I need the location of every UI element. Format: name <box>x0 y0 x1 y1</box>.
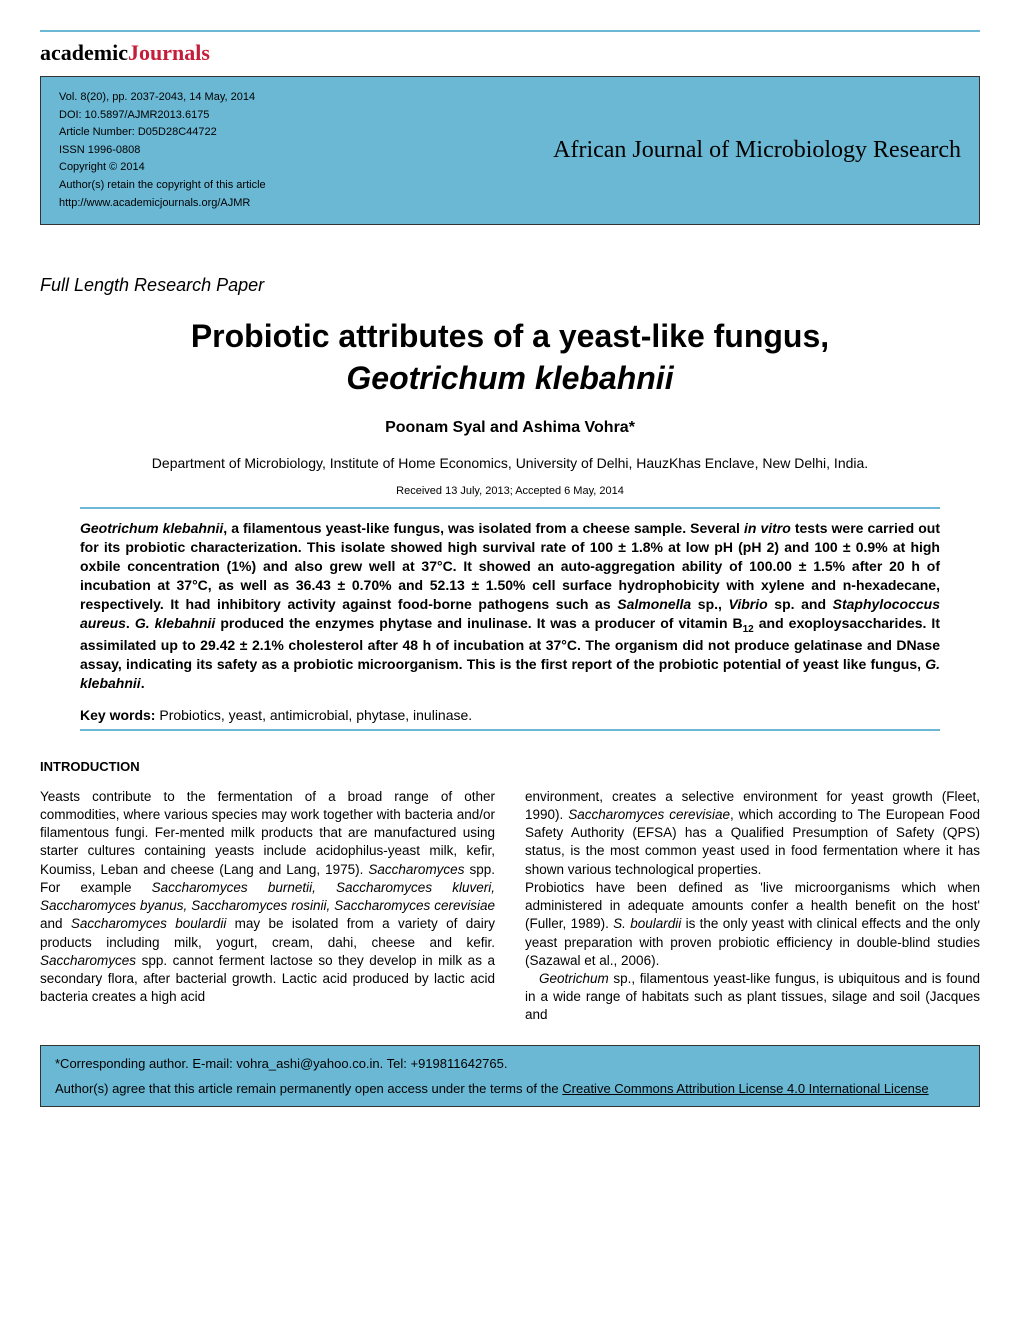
meta-url: http://www.academicjournals.org/AJMR <box>59 195 266 213</box>
logo-suffix: Journals <box>128 40 210 65</box>
meta-doi: DOI: 10.5897/AJMR2013.6175 <box>59 107 266 125</box>
body-text: Geotrichum <box>539 971 609 986</box>
logo-prefix: academic <box>40 40 128 65</box>
body-text: and <box>40 916 71 931</box>
abstract-top-rule <box>80 507 940 509</box>
abstract-text: Salmonella <box>617 596 691 612</box>
body-columns: Yeasts contribute to the fermentation of… <box>40 788 980 1025</box>
body-col-right: environment, creates a selective environ… <box>525 788 980 1025</box>
body-text: S. boulardii <box>613 916 681 931</box>
keywords: Key words: Probiotics, yeast, antimicrob… <box>80 707 940 723</box>
body-text: Saccharomyces <box>40 953 136 968</box>
body-text: Saccharomyces boulardii <box>71 916 226 931</box>
meta-issn: ISSN 1996-0808 <box>59 142 266 160</box>
license-statement: Author(s) agree that this article remain… <box>55 1081 965 1096</box>
dates: Received 13 July, 2013; Accepted 6 May, … <box>40 485 980 497</box>
paper-type: Full Length Research Paper <box>40 275 980 296</box>
meta-rights: Author(s) retain the copyright of this a… <box>59 177 266 195</box>
body-text: Saccharomyces <box>368 862 464 877</box>
journal-title: African Journal of Microbiology Research <box>533 137 961 164</box>
keywords-label: Key words: <box>80 707 155 723</box>
license-link[interactable]: Creative Commons Attribution License 4.0… <box>562 1081 928 1096</box>
abstract-text: 12 <box>743 624 754 635</box>
meta-block: Vol. 8(20), pp. 2037-2043, 14 May, 2014 … <box>59 89 266 212</box>
abstract-text: G. klebahnii <box>135 615 215 631</box>
article-title: Probiotic attributes of a yeast-like fun… <box>40 316 980 399</box>
authors: Poonam Syal and Ashima Vohra* <box>40 419 980 437</box>
meta-volume: Vol. 8(20), pp. 2037-2043, 14 May, 2014 <box>59 89 266 107</box>
meta-copyright: Copyright © 2014 <box>59 159 266 177</box>
keywords-text: Probiotics, yeast, antimicrobial, phytas… <box>155 707 472 723</box>
body-col-left: Yeasts contribute to the fermentation of… <box>40 788 495 1025</box>
abstract-bottom-rule <box>80 729 940 731</box>
affiliation: Department of Microbiology, Institute of… <box>40 455 980 471</box>
body-text: Saccharomyces cerevisiae <box>568 807 730 822</box>
abstract-text: sp., <box>691 596 728 612</box>
title-line1: Probiotic attributes of a yeast-like fun… <box>191 318 829 354</box>
abstract-text: . <box>141 675 145 691</box>
header-box: Vol. 8(20), pp. 2037-2043, 14 May, 2014 … <box>40 76 980 225</box>
footer-box: *Corresponding author. E-mail: vohra_ash… <box>40 1045 980 1107</box>
abstract-text: Geotrichum klebahnii <box>80 520 223 536</box>
abstract-text: sp. and <box>768 596 833 612</box>
abstract-text: produced the enzymes phytase and inulina… <box>215 615 742 631</box>
abstract-text: in vitro <box>744 520 791 536</box>
meta-article-number: Article Number: D05D28C44722 <box>59 124 266 142</box>
abstract-text: . <box>126 615 135 631</box>
top-rule <box>40 30 980 32</box>
title-line2: Geotrichum klebahnii <box>346 360 673 396</box>
license-text: Author(s) agree that this article remain… <box>55 1081 562 1096</box>
abstract-text: , a filamentous yeast-like fungus, was i… <box>223 520 744 536</box>
abstract-text: Vibrio <box>729 596 768 612</box>
abstract: Geotrichum klebahnii, a filamentous yeas… <box>80 519 940 692</box>
introduction-heading: INTRODUCTION <box>40 759 980 774</box>
corresponding-author: *Corresponding author. E-mail: vohra_ash… <box>55 1056 965 1071</box>
publisher-logo: academicJournals <box>40 40 980 66</box>
